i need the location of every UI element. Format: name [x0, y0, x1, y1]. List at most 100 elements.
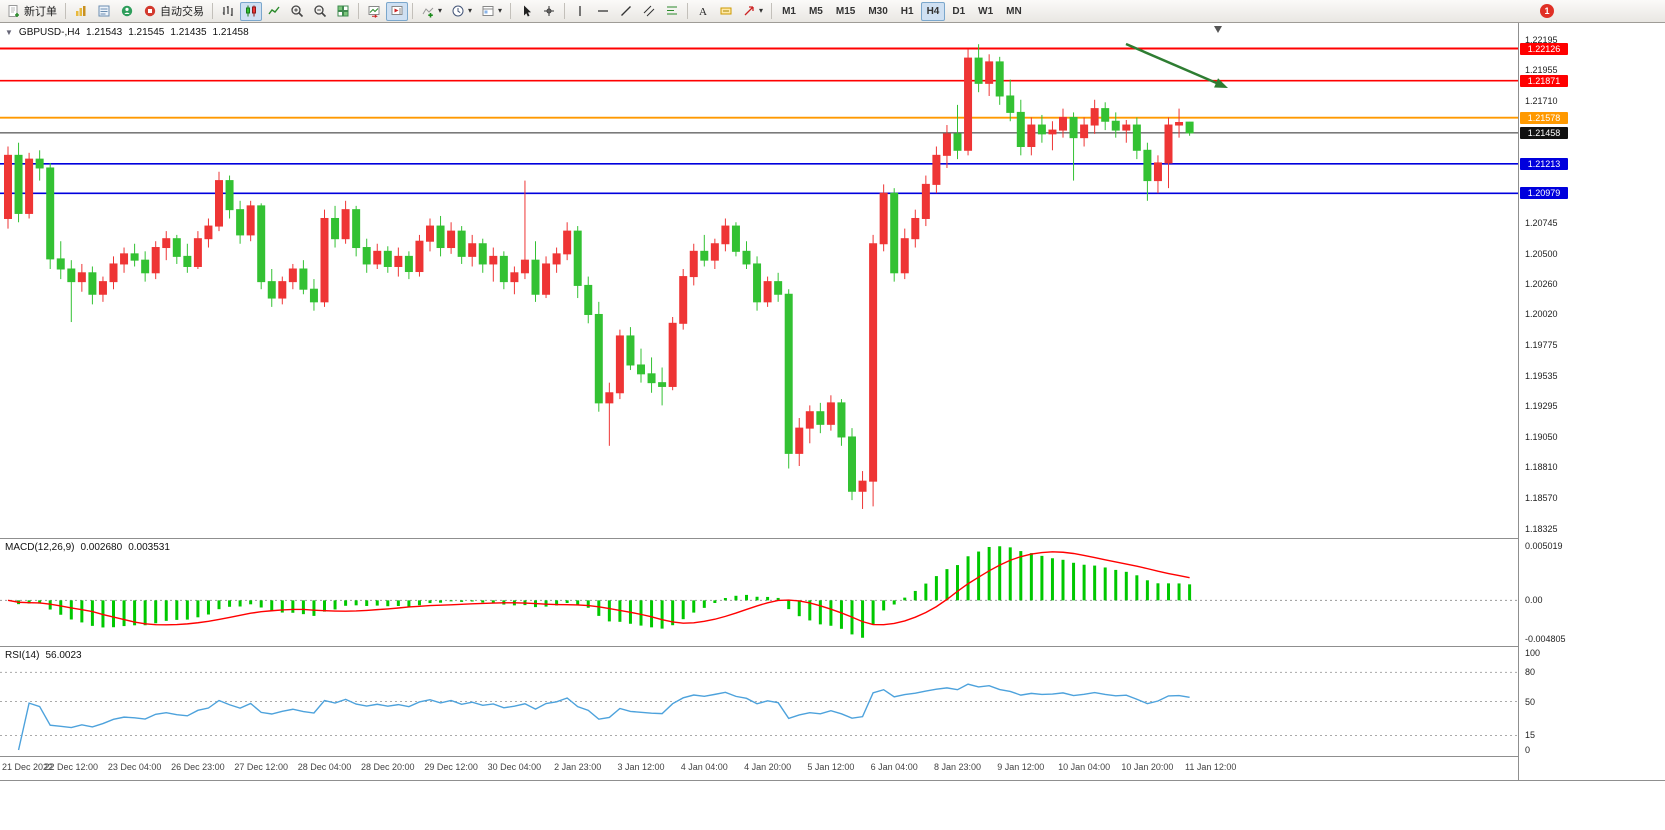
candle-body	[77, 272, 86, 283]
data-window-button[interactable]	[93, 2, 115, 21]
timeframe-w1[interactable]: W1	[978, 5, 994, 17]
candle-body	[731, 225, 740, 252]
candle-body	[457, 230, 466, 257]
auto-trading-button[interactable]: 自动交易	[139, 2, 208, 21]
channel-tool-button[interactable]	[638, 2, 660, 21]
market-watch-button[interactable]	[70, 2, 92, 21]
candle-body	[890, 192, 899, 274]
price-tick: 1.20260	[1525, 279, 1558, 290]
candle-body	[151, 247, 160, 274]
vertical-line-tool-button[interactable]	[569, 2, 591, 21]
cursor-tool-button[interactable]	[515, 2, 537, 21]
crosshair-tool-button[interactable]	[538, 2, 560, 21]
candle-body	[753, 263, 762, 303]
channel-icon	[643, 5, 655, 17]
notification-badge[interactable]: 1	[1540, 4, 1554, 18]
candle-body	[563, 230, 572, 255]
rsi-scale-0: 0	[1525, 745, 1531, 755]
candle-body	[1122, 124, 1131, 131]
candle-body	[1153, 162, 1162, 182]
timeframe-m30[interactable]: M30	[868, 5, 888, 17]
candle-body	[362, 247, 371, 265]
line-chart-button[interactable]	[263, 2, 285, 21]
text-tool-button[interactable]: A	[692, 2, 714, 21]
current-price-tag: 1.21458	[1520, 126, 1568, 139]
tile-windows-button[interactable]	[332, 2, 354, 21]
candlestick-chart-button[interactable]	[240, 1, 262, 21]
candle-body	[531, 259, 540, 295]
chart-shift-icon	[391, 6, 403, 15]
zoom-out-button[interactable]	[309, 2, 331, 21]
price-tick: 1.20500	[1525, 248, 1558, 259]
candle-body	[658, 382, 667, 387]
new-order-button[interactable]: 新订单	[3, 2, 61, 21]
candle-body	[900, 238, 909, 274]
timeframe-h1[interactable]: H1	[900, 5, 914, 17]
candle-body	[383, 250, 392, 267]
timeframe-d1[interactable]: D1	[952, 5, 966, 17]
price-axis[interactable]: 1.221951.219551.217101.214701.212251.209…	[1518, 23, 1665, 780]
templates-button[interactable]: ▾	[477, 2, 506, 21]
bar-chart-button[interactable]	[217, 2, 239, 21]
macd-panel[interactable]	[0, 539, 1518, 646]
community-button[interactable]	[116, 2, 138, 21]
notifications-button[interactable]: 1	[1536, 2, 1662, 21]
timeframe-m5[interactable]: M5	[808, 5, 823, 17]
price-tag-1.21578: 1.21578	[1520, 111, 1568, 124]
zoom-in-button[interactable]	[286, 2, 308, 21]
time-label: 28 Dec 04:00	[297, 762, 352, 772]
trendline-tool-button[interactable]	[615, 2, 637, 21]
candle-body	[1069, 116, 1078, 139]
candle-body	[267, 281, 276, 299]
candle-body	[921, 183, 930, 219]
auto-scroll-button[interactable]	[363, 2, 385, 21]
time-axis[interactable]: 21 Dec 2022 22 Dec 12:00 23 Dec 04:00 26 De…	[0, 757, 1518, 780]
panel-separator[interactable]	[0, 538, 1665, 539]
time-label: 27 Dec 12:00	[234, 762, 288, 772]
price-tick: 1.20020	[1525, 309, 1558, 320]
candle-body	[1164, 124, 1173, 164]
candle-body	[605, 392, 614, 404]
auto-scroll-icon	[368, 6, 380, 18]
auto-trading-label: 自动交易	[160, 6, 204, 18]
candle-body	[35, 158, 44, 169]
chart-shift-button[interactable]	[386, 1, 408, 21]
timeframe-h4[interactable]: H4	[920, 1, 946, 21]
horizontal-line-icon	[598, 10, 609, 12]
symbol-label: GBPUSD-,H4	[18, 27, 81, 38]
chart-shift-marker[interactable]	[1214, 26, 1222, 33]
toolbar-separator	[510, 3, 512, 19]
rsi-panel[interactable]	[0, 647, 1518, 756]
candle-body	[668, 322, 677, 387]
periods-button[interactable]: ▾	[447, 2, 476, 21]
one-click-trading-toggle[interactable]: ▼	[5, 28, 13, 37]
candle-body	[288, 268, 297, 283]
timeframe-m15[interactable]: M15	[835, 5, 856, 17]
price-tag-1.21213: 1.21213	[1520, 157, 1568, 170]
trendline-icon	[621, 6, 632, 16]
price-tick: 1.19535	[1525, 370, 1558, 381]
price-tick: 1.19050	[1525, 431, 1558, 442]
horizontal-line-tool-button[interactable]	[592, 2, 614, 21]
candle-body	[1027, 124, 1036, 148]
candle-body	[14, 154, 23, 214]
main-price-chart[interactable]	[0, 24, 1518, 538]
candle-body	[373, 250, 382, 265]
candle-body	[647, 373, 656, 384]
candle-body	[468, 243, 477, 257]
timeframe-m1[interactable]: M1	[782, 5, 796, 17]
arrow-objects-button[interactable]: ▾	[738, 2, 767, 21]
candle-body	[879, 192, 888, 245]
candle-body	[499, 255, 508, 283]
fibonacci-tool-button[interactable]	[661, 2, 683, 21]
indicators-button[interactable]: ▾	[417, 2, 446, 21]
text-label-tool-button[interactable]	[715, 2, 737, 21]
timeframe-mn[interactable]: MN	[1006, 5, 1022, 17]
panel-separator[interactable]	[0, 646, 1665, 647]
candle-body	[816, 411, 825, 425]
candle-body	[489, 255, 498, 265]
candle-body	[995, 61, 1004, 97]
trend-arrow[interactable]	[1125, 42, 1220, 86]
time-label: 5 Jan 12:00	[807, 762, 855, 772]
candle-body	[911, 217, 920, 240]
